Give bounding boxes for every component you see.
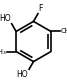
- Text: CH₃: CH₃: [0, 49, 6, 55]
- Text: HO: HO: [17, 70, 28, 79]
- Text: HO: HO: [0, 14, 11, 23]
- Text: CH₃: CH₃: [61, 28, 67, 34]
- Text: F: F: [39, 4, 43, 13]
